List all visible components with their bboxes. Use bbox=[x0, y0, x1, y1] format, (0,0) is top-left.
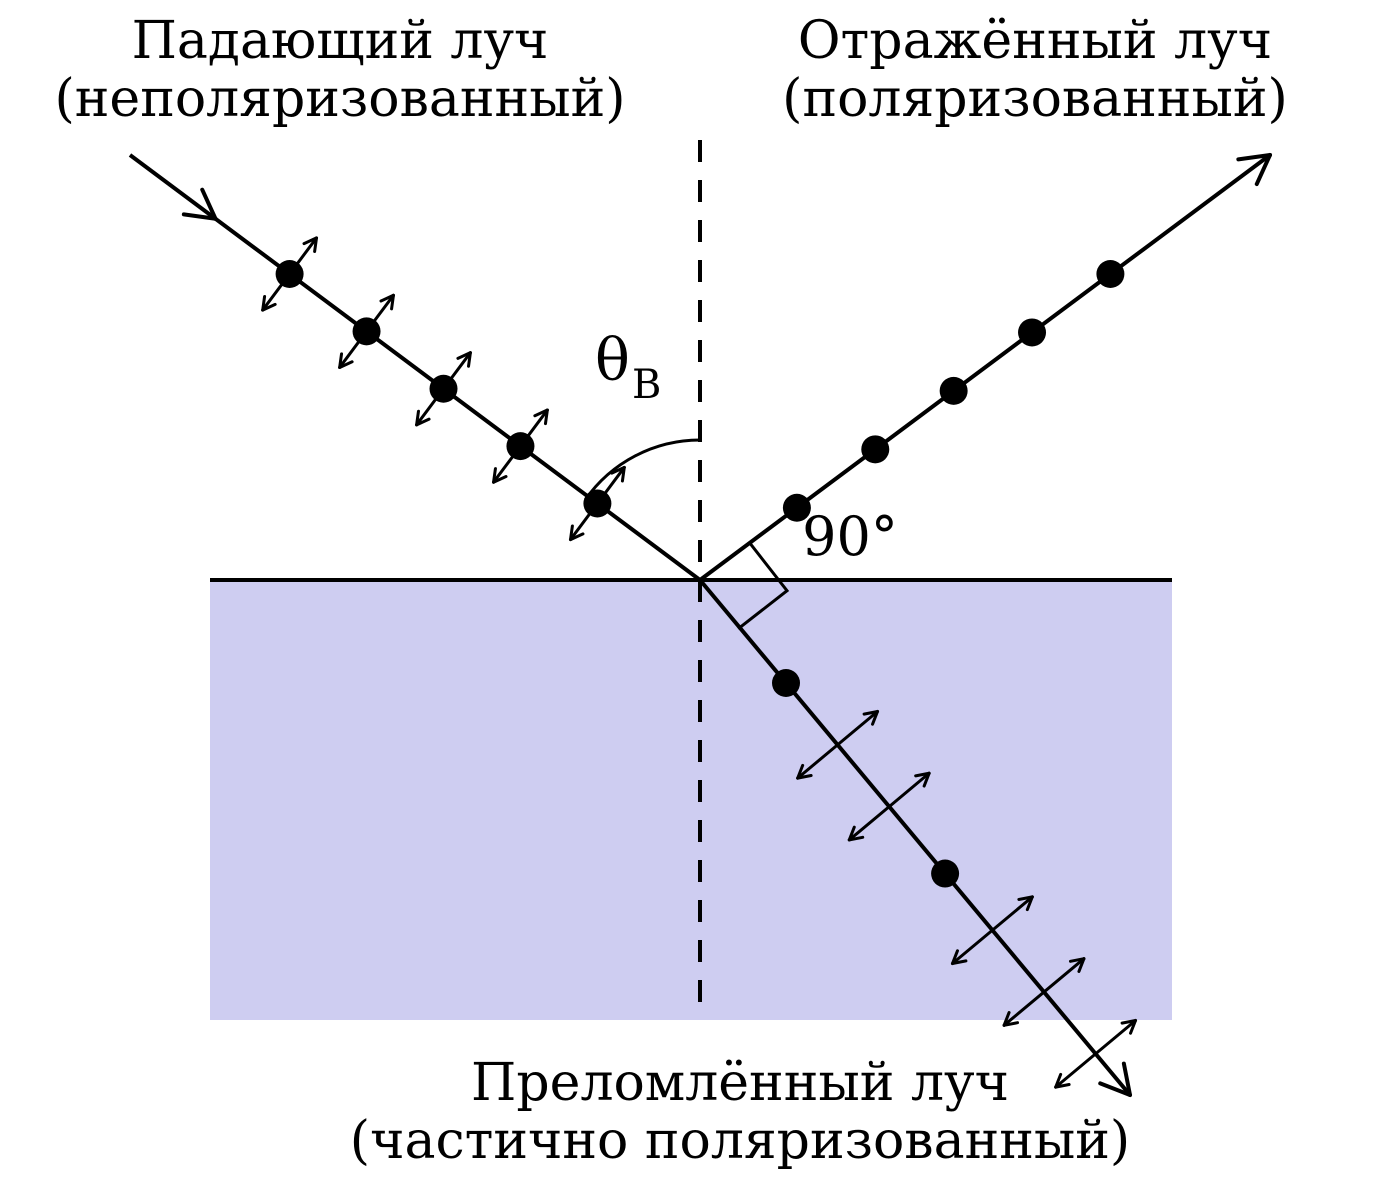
polarization-dot-icon bbox=[1018, 318, 1046, 346]
polarization-dot-icon bbox=[1096, 260, 1124, 288]
incident-l2: (неполяризованный) bbox=[54, 69, 625, 129]
refracted-l2: (частично поляризованный) bbox=[350, 1111, 1130, 1171]
polarization-dot-icon bbox=[772, 669, 800, 697]
polarization-dot-icon bbox=[931, 860, 959, 888]
refracted-l1: Преломлённый луч bbox=[471, 1053, 1009, 1113]
reflected-l1: Отражённый луч bbox=[798, 11, 1272, 71]
reflected-ray bbox=[700, 155, 1270, 580]
incident-l1: Падающий луч bbox=[132, 11, 549, 71]
polarization-dot-icon bbox=[861, 435, 889, 463]
ninety: 90° bbox=[802, 505, 898, 568]
polarization-dot-icon bbox=[940, 377, 968, 405]
theta-subscript: B bbox=[632, 362, 661, 408]
medium-rect bbox=[210, 580, 1172, 1020]
reflected-l2: (поляризованный) bbox=[782, 69, 1288, 129]
theta-label: θ bbox=[595, 326, 630, 394]
